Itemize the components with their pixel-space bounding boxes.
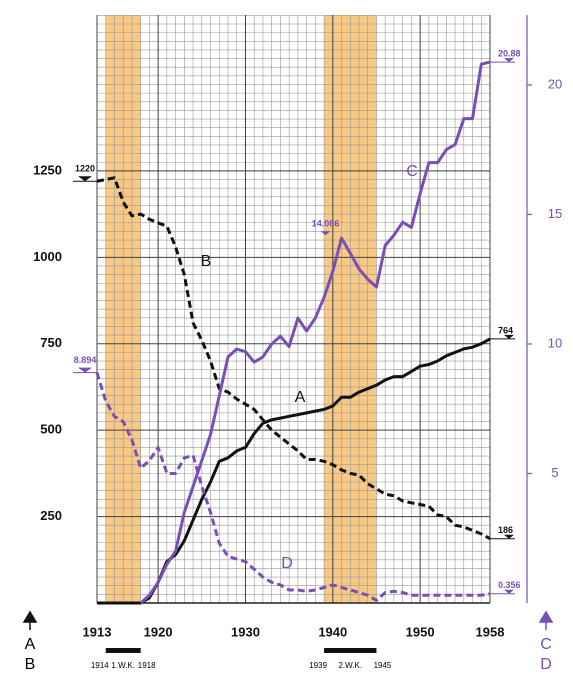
period-label: 2.W.K. [338,661,362,670]
y2-tick-label: 20 [548,76,562,91]
annotation-marker [320,231,331,236]
y-tick-label: 1250 [33,162,62,177]
y2-tick-label: 15 [548,206,562,221]
x-tick-label: 1913 [83,624,112,639]
annotation-marker [78,176,92,182]
annotation: 20.88 [498,49,521,59]
period-start: 1914 [91,661,109,670]
x-tick-label: 1920 [144,624,173,639]
x-tick-label: 1940 [318,624,347,639]
annotation-marker [78,367,92,373]
annotation: 186 [498,525,513,535]
background-grid [96,15,491,604]
y2-tick-label: 5 [551,465,558,480]
y-tick-label: 500 [40,422,62,437]
axis-label-right: D [540,656,552,673]
x-tick-label: 1958 [476,624,505,639]
annotation-marker [504,334,514,339]
axis-label-left: A [25,636,36,653]
series-label: D [281,555,293,572]
annotation-marker [504,589,514,594]
period-end: 1918 [138,661,156,670]
series-line [95,372,491,602]
x-tick-label: 1930 [231,624,260,639]
series-label: B [201,253,212,270]
annotation: 1220 [75,164,95,174]
annotation: 8.894 [74,355,97,365]
series-line [96,176,491,541]
axis-label-right: C [540,636,552,653]
period-bar [105,648,141,653]
x-tick-label: 1950 [406,624,435,639]
y-tick-label: 1000 [33,249,62,264]
period-end: 1945 [374,661,392,670]
axis-arrow [538,610,554,630]
y2-tick-label: 10 [548,335,562,350]
period-label: 1.W.K. [111,661,135,670]
series-label: A [295,389,306,406]
annotation-marker [504,534,514,539]
annotation-marker [504,58,514,63]
series-line [139,60,491,605]
y-tick-label: 250 [40,508,62,523]
y-tick-label: 750 [40,335,62,350]
series-label: C [406,163,418,180]
annotation: 14.086 [312,219,340,229]
axis-arrow [22,610,38,630]
axis-label-left: B [25,656,36,673]
period-bar [324,648,377,653]
period-start: 1939 [309,661,327,670]
annotation: 764 [498,325,513,335]
annotation: 0.356 [498,580,521,590]
